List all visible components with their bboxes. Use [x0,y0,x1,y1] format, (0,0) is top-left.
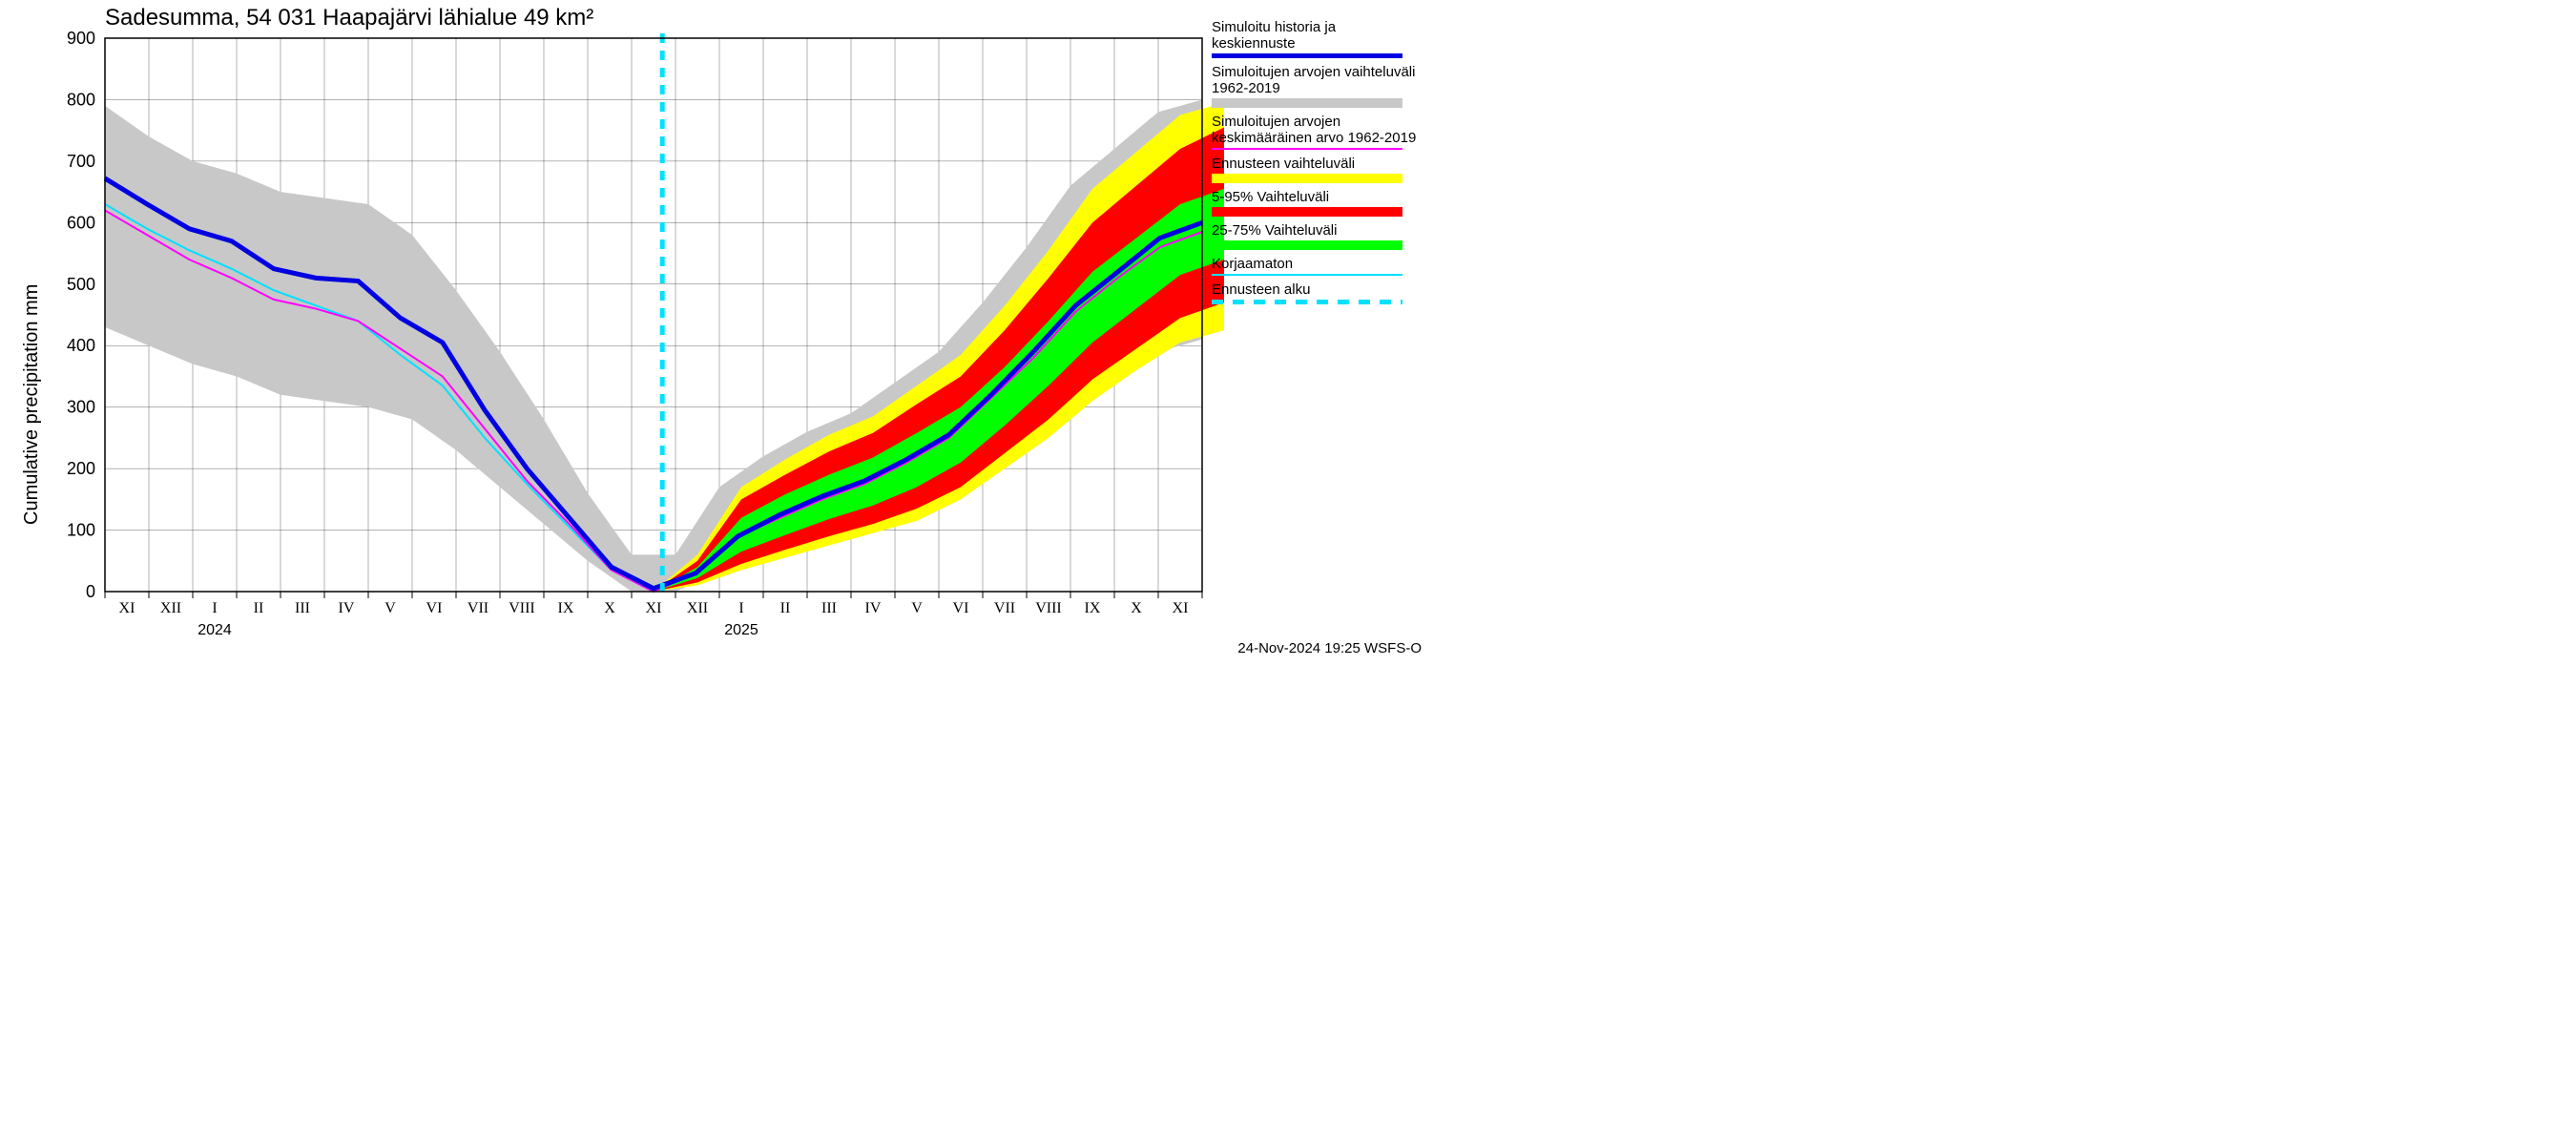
legend-item: 5-95% Vaihteluväli [1212,189,1422,217]
legend-label: Ennusteen vaihteluväli [1212,156,1422,172]
ytick-label: 400 [67,336,95,355]
legend-label: Ennusteen alku [1212,281,1422,298]
xtick-label: XII [160,600,181,616]
legend: Simuloitu historia ja keskiennuste Simulo… [1212,19,1422,310]
legend-label: Simuloitujen arvojen vaihteluväli 1962-2… [1212,64,1422,96]
ytick-label: 900 [67,29,95,48]
xtick-label: III [821,600,837,616]
xtick-label: XII [687,600,708,616]
legend-label: Simuloitujen arvojen keskimääräinen arvo… [1212,114,1422,146]
legend-swatch [1212,148,1402,150]
xtick-label: XI [1173,600,1189,616]
legend-item: Ennusteen vaihteluväli [1212,156,1422,183]
legend-swatch [1212,53,1402,58]
xtick-label: II [780,600,791,616]
legend-swatch [1212,174,1402,183]
xtick-label: IX [558,600,574,616]
xtick-label: III [295,600,310,616]
legend-item: Simuloitujen arvojen keskimääräinen arvo… [1212,114,1422,150]
ytick-label: 200 [67,459,95,478]
legend-label: Simuloitu historia ja keskiennuste [1212,19,1422,52]
xtick-label: VII [467,600,488,616]
xtick-label: IV [865,600,882,616]
legend-swatch [1212,300,1402,304]
xtick-label: I [738,600,743,616]
legend-item: Simuloitu historia ja keskiennuste [1212,19,1422,58]
year-label: 2024 [197,622,232,638]
legend-item: 25-75% Vaihteluväli [1212,222,1422,250]
xtick-label: VII [994,600,1015,616]
xtick-label: IV [339,600,355,616]
legend-label: 25-75% Vaihteluväli [1212,222,1422,239]
chart-footer: 24-Nov-2024 19:25 WSFS-O [1237,640,1422,656]
xtick-label: IX [1085,600,1101,616]
ytick-label: 0 [86,582,95,601]
ytick-label: 800 [67,90,95,109]
legend-item: Simuloitujen arvojen vaihteluväli 1962-2… [1212,64,1422,108]
xtick-label: X [604,600,615,616]
ytick-label: 500 [67,275,95,294]
xtick-label: VIII [509,600,535,616]
legend-swatch [1212,98,1402,108]
legend-swatch [1212,274,1402,276]
legend-swatch [1212,240,1402,250]
xtick-label: XI [646,600,662,616]
xtick-label: I [212,600,217,616]
ytick-label: 600 [67,213,95,232]
legend-item: Korjaamaton [1212,256,1422,276]
xtick-label: VI [953,600,969,616]
xtick-label: VIII [1035,600,1062,616]
legend-swatch [1212,207,1402,217]
ytick-label: 700 [67,152,95,171]
xtick-label: XI [119,600,135,616]
legend-item: Ennusteen alku [1212,281,1422,304]
xtick-label: II [254,600,264,616]
ytick-label: 100 [67,521,95,540]
ytick-label: 300 [67,398,95,417]
xtick-label: V [384,600,396,616]
year-label: 2025 [724,622,758,638]
legend-label: 5-95% Vaihteluväli [1212,189,1422,205]
xtick-label: X [1131,600,1142,616]
legend-label: Korjaamaton [1212,256,1422,272]
chart-container: Sadesumma, 54 031 Haapajärvi lähialue 49… [0,0,1431,668]
xtick-label: V [911,600,923,616]
xtick-label: VI [426,600,443,616]
